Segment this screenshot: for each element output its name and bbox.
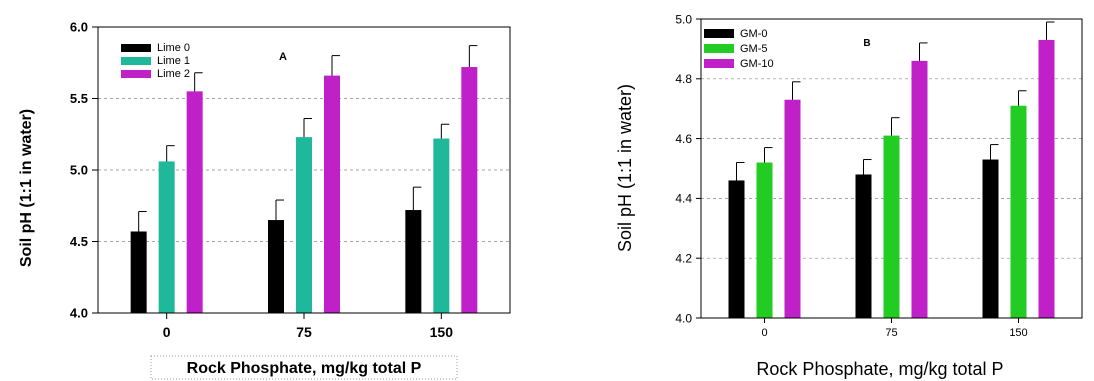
x-axis-title: Rock Phosphate, mg/kg total P — [756, 359, 1003, 379]
y-tick-label: 6.0 — [70, 20, 88, 35]
legend-swatch — [121, 57, 151, 65]
bar — [728, 180, 745, 318]
bar — [1010, 105, 1027, 319]
bar — [461, 67, 478, 313]
panel-label: A — [279, 51, 287, 63]
x-tick-label: 75 — [296, 324, 312, 340]
bar — [433, 138, 450, 313]
bar — [855, 174, 872, 318]
legend-label: GM-5 — [740, 43, 768, 55]
bar — [186, 91, 203, 313]
y-tick-label: 4.4 — [675, 192, 692, 206]
legend-label: Lime 2 — [157, 68, 190, 80]
y-axis-title: Soil pH (1:1 in water) — [615, 84, 635, 252]
bar — [883, 135, 900, 318]
legend-label: GM-0 — [740, 28, 768, 40]
x-tick-label: 150 — [1009, 327, 1027, 339]
legend-swatch — [121, 44, 151, 52]
legend-label: GM-10 — [740, 58, 774, 70]
y-tick-label: 4.8 — [675, 72, 692, 86]
x-tick-label: 0 — [761, 327, 767, 339]
legend-swatch — [121, 70, 151, 78]
x-tick-label: 150 — [430, 324, 454, 340]
x-axis-title: Rock Phosphate, mg/kg total P — [187, 360, 422, 377]
bar — [784, 99, 801, 318]
y-tick-label: 5.5 — [70, 91, 88, 106]
panel-label: B — [863, 38, 870, 49]
bar — [982, 159, 999, 318]
legend-swatch — [704, 59, 734, 68]
legend-label: Lime 1 — [157, 55, 190, 67]
bar — [405, 210, 422, 313]
bar — [756, 162, 773, 318]
bar — [324, 75, 340, 314]
y-tick-label: 5.0 — [70, 163, 88, 178]
x-axis-title-box — [150, 355, 458, 380]
bar — [296, 137, 312, 313]
bar — [268, 220, 284, 313]
y-tick-label: 4.5 — [70, 234, 88, 249]
x-tick-label: 0 — [163, 324, 171, 340]
legend-swatch — [704, 44, 734, 53]
y-tick-label: 4.2 — [675, 252, 692, 266]
bar — [911, 60, 928, 319]
y-tick-label: 4.6 — [675, 132, 692, 146]
y-tick-label: 4.0 — [70, 306, 88, 321]
bar — [130, 231, 147, 313]
y-axis-title: Soil pH (1:1 in water) — [18, 109, 35, 267]
bar — [1038, 39, 1055, 319]
y-tick-label: 4.0 — [675, 311, 692, 325]
bar — [158, 161, 175, 313]
x-tick-label: 75 — [885, 327, 897, 339]
legend-swatch — [704, 29, 734, 38]
legend-label: Lime 0 — [157, 42, 190, 54]
y-tick-label: 5.0 — [675, 12, 692, 26]
